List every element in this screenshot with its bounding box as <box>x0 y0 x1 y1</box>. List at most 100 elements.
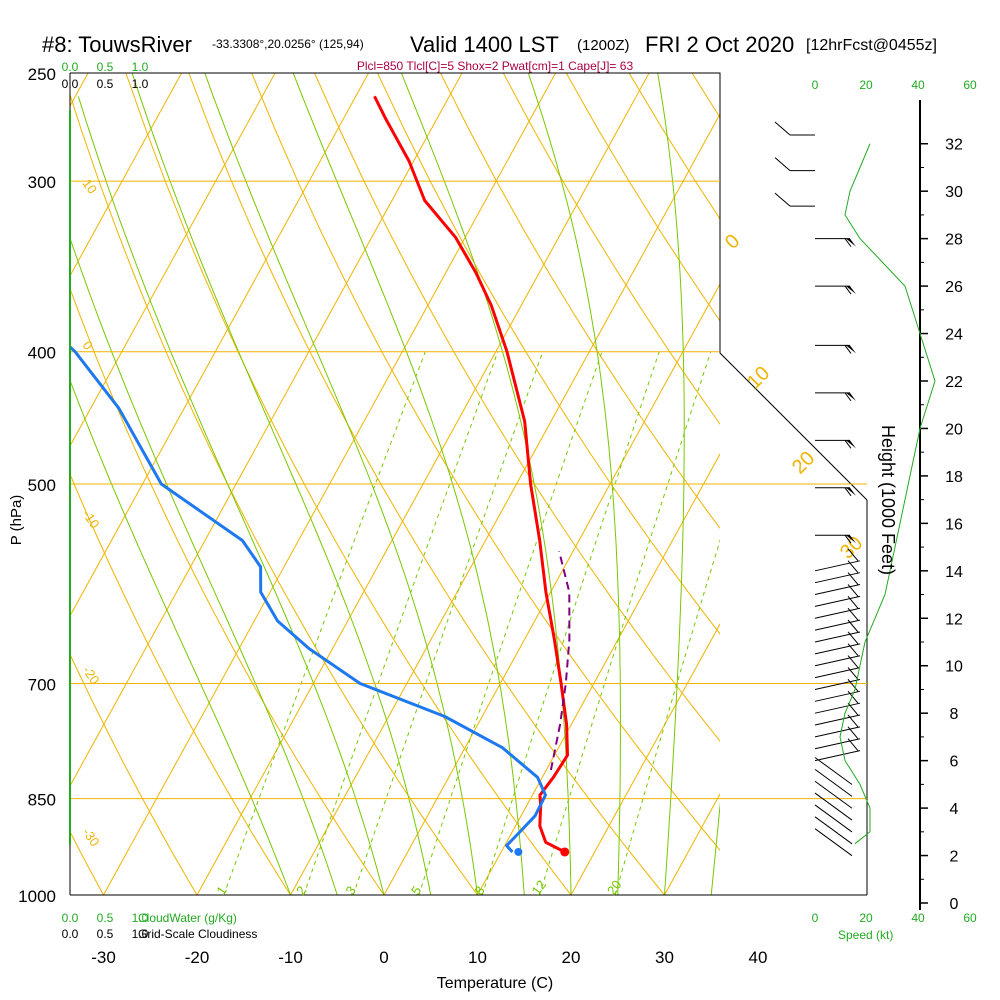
thetae-label: 0 <box>721 230 744 253</box>
barb-staff <box>814 804 853 833</box>
parcel-line <box>549 550 571 771</box>
barb-pennant <box>846 392 856 401</box>
temperature-tick-label: 30 <box>655 948 674 967</box>
barb-pennant <box>846 535 856 544</box>
height-tick-label: 0 <box>950 896 959 913</box>
height-tick-label: 30 <box>945 184 963 201</box>
thetae-label: 30 <box>836 532 867 563</box>
barb-pennant <box>846 345 856 354</box>
surface-temp-dot <box>560 847 570 857</box>
barb-staff <box>814 678 861 690</box>
pressure-tick-label: 500 <box>28 476 56 495</box>
dry-adiabat <box>0 73 10 895</box>
wind-barb <box>774 157 815 172</box>
cloudiness-scale-bottom: 0.0 <box>62 927 79 941</box>
barb-staff <box>814 780 853 809</box>
station-coords: -33.3308°,20.0256° (125,94) <box>212 37 364 51</box>
pressure-tick-label: 400 <box>28 344 56 363</box>
barb-staff <box>814 667 861 679</box>
dry-adiabat <box>70 653 198 895</box>
dry-adiabat <box>125 73 572 895</box>
barb-staff <box>814 690 861 702</box>
dry-adiabat <box>188 73 665 895</box>
moist-adiabat <box>77 96 385 895</box>
barb-staff <box>814 816 853 845</box>
pressure-tick-label: 850 <box>28 791 56 810</box>
wind-barb <box>814 804 853 833</box>
height-tick-label: 20 <box>945 421 963 438</box>
cloudwater-scale-top: 0.0 <box>62 60 79 74</box>
thetae-label: 10 <box>743 362 774 393</box>
isotherm <box>70 73 276 447</box>
height-tick-label: 14 <box>945 564 963 581</box>
cloudiness-scale-top: 0.0 <box>62 77 79 91</box>
cloudiness-label: Grid-Scale Cloudiness <box>138 927 257 941</box>
wind-barb <box>814 828 853 857</box>
wind-barb <box>815 392 856 402</box>
wind-speed-profile <box>839 143 936 845</box>
speed-scale-bottom: 20 <box>859 911 873 925</box>
wind-barb <box>815 344 856 354</box>
barb-feather <box>844 534 852 544</box>
dry-adiabat <box>502 73 720 425</box>
barb-staff <box>814 643 861 655</box>
mixing-ratio-line <box>223 351 426 895</box>
speed-scale-top: 40 <box>911 78 925 92</box>
temperature-tick-label: 20 <box>562 948 581 967</box>
height-tick-label: 18 <box>945 469 963 486</box>
dry-adiabat <box>70 472 291 895</box>
temperature-tick-label: -10 <box>278 948 303 967</box>
cloudwater-label: CloudWater (g/Kg) <box>138 911 237 925</box>
wind-barb <box>815 534 856 544</box>
dry-adiabat <box>70 287 385 895</box>
moist-adiabat <box>657 73 685 895</box>
barb-staff <box>814 631 861 643</box>
wind-barb <box>814 738 861 762</box>
cloudiness-scale-top: 0.5 <box>97 77 114 91</box>
utc-time: (1200Z) <box>577 37 630 54</box>
cloudiness-scale-top: 1.0 <box>132 77 149 91</box>
cloudwater-scale-top: 1.0 <box>132 60 149 74</box>
wind-barb <box>814 792 853 821</box>
temperature-tick-label: -30 <box>91 948 116 967</box>
pressure-tick-label: 700 <box>28 676 56 695</box>
scales: 0.0 0.5 1.00.0 0.5 1.00.0 0.5 1.00.0 0.5 1.00020… <box>62 60 977 941</box>
barb-staff <box>814 726 861 738</box>
wind-barb <box>814 548 861 572</box>
mixing-ratio-label: 20 <box>604 877 625 897</box>
dry-adiabat <box>565 73 720 322</box>
barb-pennant <box>846 487 856 496</box>
dewpoint-group <box>70 254 547 854</box>
wind-barb <box>814 780 853 809</box>
dry-adiabat <box>314 73 720 742</box>
clipped-lines <box>0 73 720 895</box>
mixing-ratio-line <box>481 351 660 895</box>
wind-barb <box>815 439 856 449</box>
pressure-tick-label: 300 <box>28 173 56 192</box>
speed-scale-bottom: 40 <box>911 911 925 925</box>
dry-adiabat <box>377 73 720 635</box>
height-tick-label: 6 <box>950 754 959 771</box>
temperature-tick-label: 0 <box>379 948 388 967</box>
speed-scale-bottom: 0 <box>812 911 819 925</box>
pressure-tick-label: 1000 <box>18 887 56 906</box>
mixing-ratio-label: 12 <box>528 877 549 897</box>
height-tick-label: 26 <box>945 279 963 296</box>
isotherm <box>70 73 183 277</box>
barb-staff <box>814 792 853 821</box>
speed-label: Speed (kt) <box>838 928 893 942</box>
wind-barb <box>815 238 856 247</box>
theta-label: -10 <box>80 507 103 531</box>
moist-adiabat <box>710 800 720 895</box>
mixing-ratio-line <box>614 538 720 895</box>
dry-adiabat <box>439 73 720 530</box>
cloudwater-scale-top: 0.5 <box>97 60 114 74</box>
wind-barb <box>814 768 853 797</box>
temperature-tick-label: 40 <box>749 948 768 967</box>
mixing-ratio-line <box>539 351 712 895</box>
barb-staff <box>814 714 861 726</box>
moist-adiabat <box>204 73 478 895</box>
barb-staff <box>814 607 861 619</box>
height-axis-title: Height (1000 Feet) <box>878 425 898 575</box>
